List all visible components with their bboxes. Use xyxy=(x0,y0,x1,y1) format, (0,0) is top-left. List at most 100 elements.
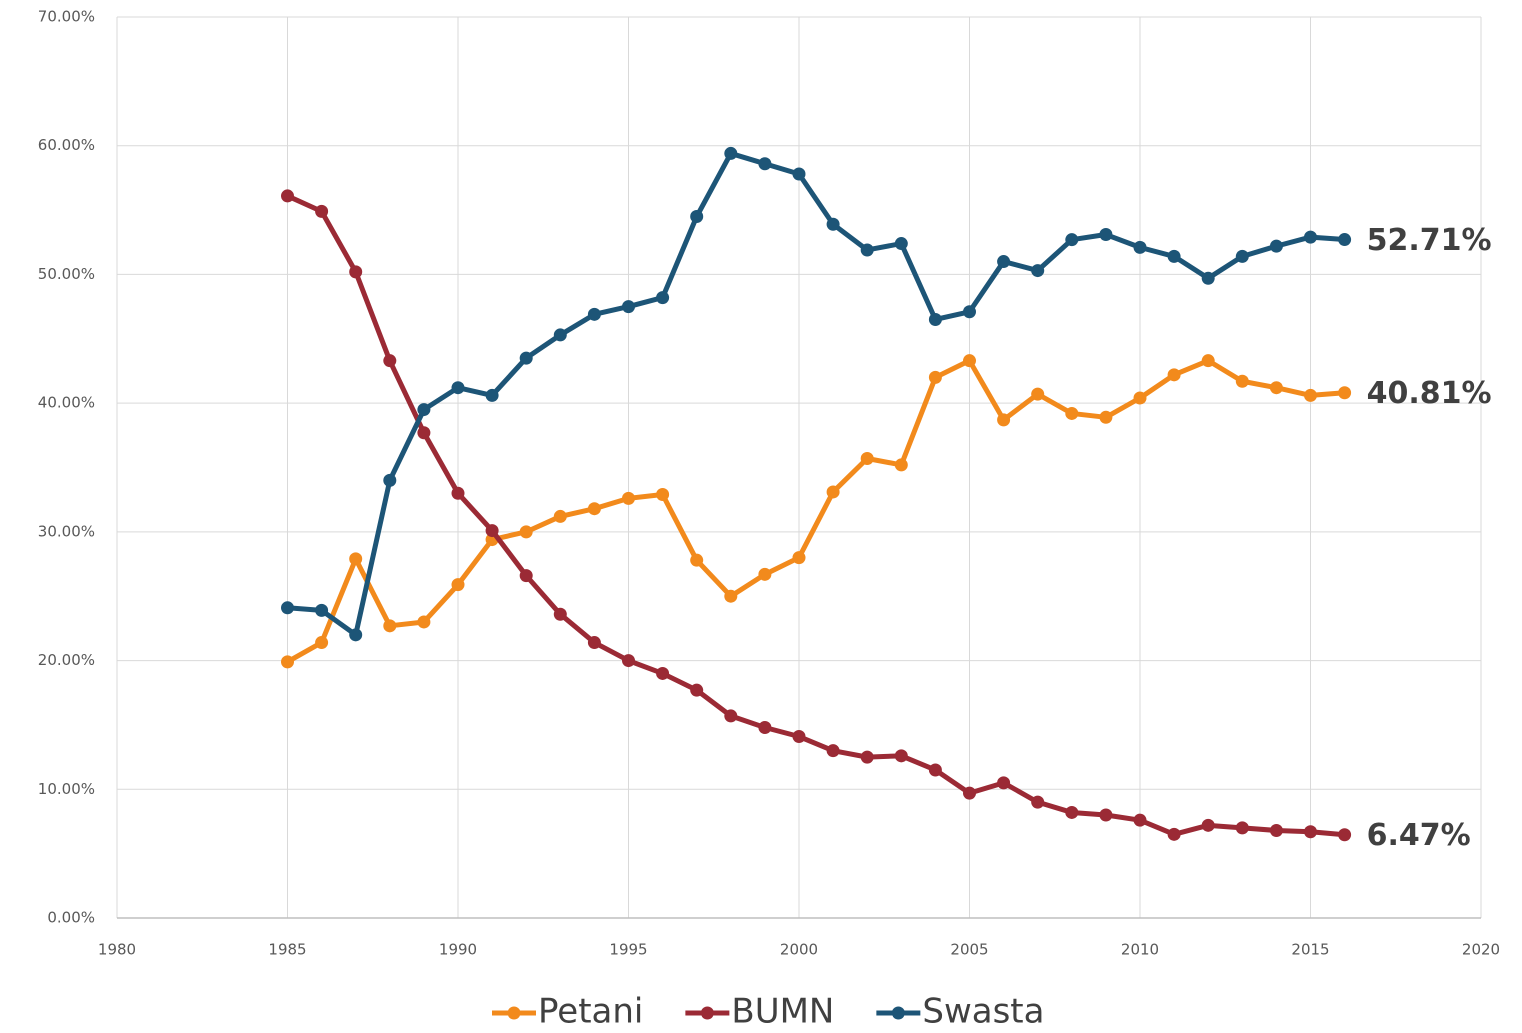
data-point xyxy=(417,426,431,440)
y-tick-label: 60.00% xyxy=(38,136,95,154)
data-point xyxy=(622,654,635,668)
data-point xyxy=(826,485,840,499)
data-point xyxy=(894,749,908,763)
data-point xyxy=(1031,795,1045,809)
data-point xyxy=(1133,391,1147,405)
y-tick-label: 0.00% xyxy=(47,909,95,927)
data-point xyxy=(1099,228,1113,242)
data-point xyxy=(1201,271,1215,285)
data-point xyxy=(656,488,670,502)
data-point xyxy=(315,636,329,650)
data-point xyxy=(1235,249,1249,263)
data-point xyxy=(656,666,670,680)
data-point xyxy=(1099,410,1113,424)
data-point xyxy=(1304,825,1317,839)
x-tick-label: 2000 xyxy=(780,941,818,959)
data-point xyxy=(1065,805,1079,819)
legend-marker xyxy=(891,1006,905,1020)
data-point xyxy=(826,744,840,758)
data-point xyxy=(1201,354,1215,368)
data-point xyxy=(1065,406,1079,420)
data-point xyxy=(690,553,704,567)
series-line xyxy=(287,150,1345,638)
data-point xyxy=(1065,233,1079,247)
legend-label: Swasta xyxy=(922,992,1044,1032)
data-point xyxy=(928,370,942,384)
data-point xyxy=(826,217,840,231)
data-point xyxy=(315,204,329,218)
data-point xyxy=(1167,827,1181,841)
data-point xyxy=(1031,264,1045,278)
x-tick-label: 2010 xyxy=(1121,941,1159,959)
y-tick-label: 30.00% xyxy=(38,522,95,540)
data-point xyxy=(792,551,806,565)
data-point xyxy=(1269,239,1283,253)
data-point xyxy=(997,413,1011,427)
data-point xyxy=(1167,249,1181,263)
data-point xyxy=(724,589,738,603)
data-point xyxy=(417,615,431,629)
data-point xyxy=(792,167,806,181)
data-point xyxy=(281,601,294,615)
y-tick-label: 10.00% xyxy=(38,780,95,798)
data-point xyxy=(894,237,908,251)
data-point xyxy=(758,567,772,581)
data-point xyxy=(315,603,329,617)
data-point xyxy=(724,709,738,723)
legend-label: Petani xyxy=(538,992,643,1032)
data-point xyxy=(519,569,533,583)
data-point xyxy=(860,451,874,465)
legend-marker xyxy=(507,1006,521,1020)
data-point xyxy=(281,655,294,669)
data-point xyxy=(519,351,533,365)
data-point xyxy=(1338,828,1352,842)
data-point xyxy=(349,552,363,566)
series-line xyxy=(286,358,1345,665)
data-point xyxy=(417,403,431,417)
data-point xyxy=(1031,387,1045,401)
data-point xyxy=(1133,813,1147,827)
data-point xyxy=(622,491,635,505)
data-point xyxy=(553,607,567,621)
data-point xyxy=(1338,233,1352,247)
series-line xyxy=(286,193,1345,838)
data-point xyxy=(587,502,601,516)
data-point xyxy=(485,524,499,538)
data-point xyxy=(928,312,942,326)
data-point xyxy=(587,636,601,650)
x-tick-label: 2020 xyxy=(1462,941,1500,959)
data-point xyxy=(519,525,533,539)
data-point xyxy=(860,750,874,764)
data-point xyxy=(724,146,738,160)
data-point xyxy=(1235,374,1249,388)
data-point xyxy=(451,381,465,395)
data-label: 52.71% xyxy=(1367,223,1492,258)
data-point xyxy=(792,730,806,744)
data-point xyxy=(963,354,976,368)
data-point xyxy=(690,210,704,224)
data-point xyxy=(281,189,294,203)
y-tick-label: 20.00% xyxy=(38,651,95,669)
legend-label: BUMN xyxy=(731,992,834,1032)
x-tick-label: 1990 xyxy=(439,941,477,959)
data-point xyxy=(451,486,465,500)
data-point xyxy=(894,458,908,472)
data-point xyxy=(963,786,976,800)
data-point xyxy=(928,763,942,777)
data-point xyxy=(860,243,874,257)
data-point xyxy=(553,328,567,342)
data-point xyxy=(485,388,499,402)
data-label: 40.81% xyxy=(1367,376,1492,411)
data-point xyxy=(587,307,601,321)
data-point xyxy=(758,157,772,171)
data-point xyxy=(997,255,1011,269)
data-point xyxy=(1304,230,1317,244)
data-point xyxy=(383,354,397,368)
x-tick-label: 1995 xyxy=(609,941,647,959)
data-point xyxy=(690,683,704,697)
data-point xyxy=(622,300,635,314)
data-point xyxy=(1269,381,1283,395)
data-point xyxy=(1167,368,1181,382)
data-point xyxy=(349,265,363,279)
data-point xyxy=(383,619,397,633)
